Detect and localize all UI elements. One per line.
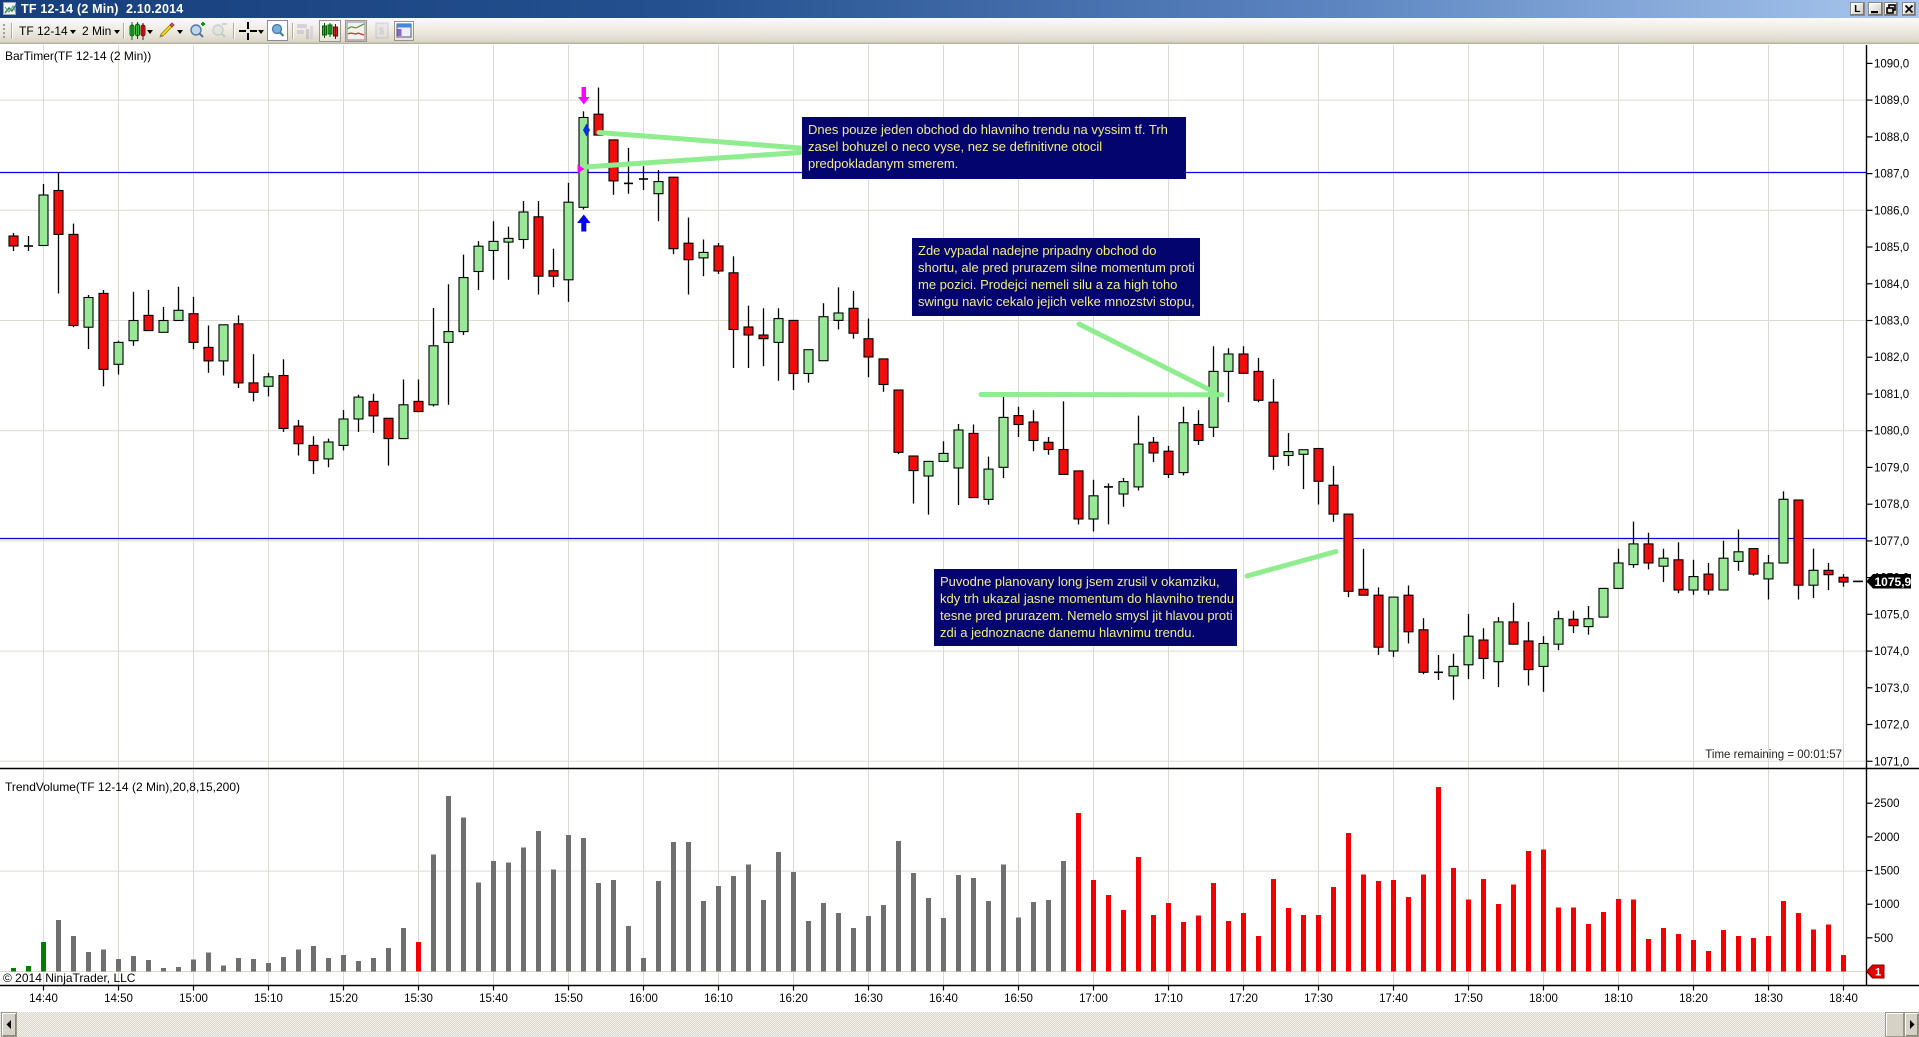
svg-text:2000: 2000 — [1874, 832, 1900, 844]
svg-text:17:50: 17:50 — [1454, 993, 1483, 1005]
svg-text:15:30: 15:30 — [404, 993, 433, 1005]
svg-text:17:20: 17:20 — [1229, 993, 1258, 1005]
svg-text:1500: 1500 — [1874, 866, 1900, 878]
svg-text:1087,0: 1087,0 — [1874, 169, 1909, 181]
svg-text:16:30: 16:30 — [854, 993, 883, 1005]
svg-text:$: $ — [379, 26, 384, 36]
svg-text:17:10: 17:10 — [1154, 993, 1183, 1005]
svg-text:17:40: 17:40 — [1379, 993, 1408, 1005]
svg-text:1074,0: 1074,0 — [1874, 646, 1909, 658]
svg-text:17:00: 17:00 — [1079, 993, 1108, 1005]
svg-text:1072,0: 1072,0 — [1874, 720, 1909, 732]
svg-text:1090,0: 1090,0 — [1874, 58, 1909, 70]
svg-text:15:00: 15:00 — [179, 993, 208, 1005]
svg-text:© 2014 NinjaTrader, LLC: © 2014 NinjaTrader, LLC — [3, 971, 136, 985]
svg-text:1075,0: 1075,0 — [1874, 609, 1909, 621]
svg-text:1086,0: 1086,0 — [1874, 205, 1909, 217]
svg-text:1085,0: 1085,0 — [1874, 242, 1909, 254]
svg-text:1079,0: 1079,0 — [1874, 462, 1909, 474]
svg-text:17:30: 17:30 — [1304, 993, 1333, 1005]
svg-text:14:50: 14:50 — [104, 993, 133, 1005]
svg-text:1077,0: 1077,0 — [1874, 536, 1909, 548]
svg-text:1088,0: 1088,0 — [1874, 132, 1909, 144]
svg-text:16:50: 16:50 — [1004, 993, 1033, 1005]
svg-text:16:20: 16:20 — [779, 993, 808, 1005]
svg-text:TrendVolume(TF 12-14 (2 Min),2: TrendVolume(TF 12-14 (2 Min),20,8,15,200… — [5, 780, 240, 794]
svg-text:2500: 2500 — [1874, 798, 1900, 810]
svg-text:Time remaining = 00:01:57: Time remaining = 00:01:57 — [1705, 749, 1842, 761]
svg-text:18:30: 18:30 — [1754, 993, 1783, 1005]
svg-text:18:20: 18:20 — [1679, 993, 1708, 1005]
svg-text:15:40: 15:40 — [479, 993, 508, 1005]
svg-text:1082,0: 1082,0 — [1874, 352, 1909, 364]
svg-text:BarTimer(TF 12-14 (2 Min)): BarTimer(TF 12-14 (2 Min)) — [5, 49, 151, 63]
svg-text:18:10: 18:10 — [1604, 993, 1633, 1005]
svg-text:16:40: 16:40 — [929, 993, 958, 1005]
svg-text:500: 500 — [1874, 933, 1893, 945]
svg-text:1000: 1000 — [1874, 899, 1900, 911]
svg-text:1078,0: 1078,0 — [1874, 499, 1909, 511]
svg-text:1081,0: 1081,0 — [1874, 389, 1909, 401]
svg-text:15:10: 15:10 — [254, 993, 283, 1005]
svg-text:15:50: 15:50 — [554, 993, 583, 1005]
svg-text:1084,0: 1084,0 — [1874, 279, 1909, 291]
svg-text:16:00: 16:00 — [629, 993, 658, 1005]
svg-text:1080,0: 1080,0 — [1874, 426, 1909, 438]
svg-text:14:40: 14:40 — [29, 993, 58, 1005]
svg-text:1083,0: 1083,0 — [1874, 316, 1909, 328]
svg-text:1073,0: 1073,0 — [1874, 683, 1909, 695]
svg-text:18:00: 18:00 — [1529, 993, 1558, 1005]
svg-text:1075,9: 1075,9 — [1875, 575, 1912, 589]
svg-text:1: 1 — [1875, 967, 1881, 979]
svg-text:18:40: 18:40 — [1829, 993, 1858, 1005]
svg-text:16:10: 16:10 — [704, 993, 733, 1005]
svg-text:15:20: 15:20 — [329, 993, 358, 1005]
svg-text:1089,0: 1089,0 — [1874, 95, 1909, 107]
svg-text:1071,0: 1071,0 — [1874, 756, 1909, 768]
